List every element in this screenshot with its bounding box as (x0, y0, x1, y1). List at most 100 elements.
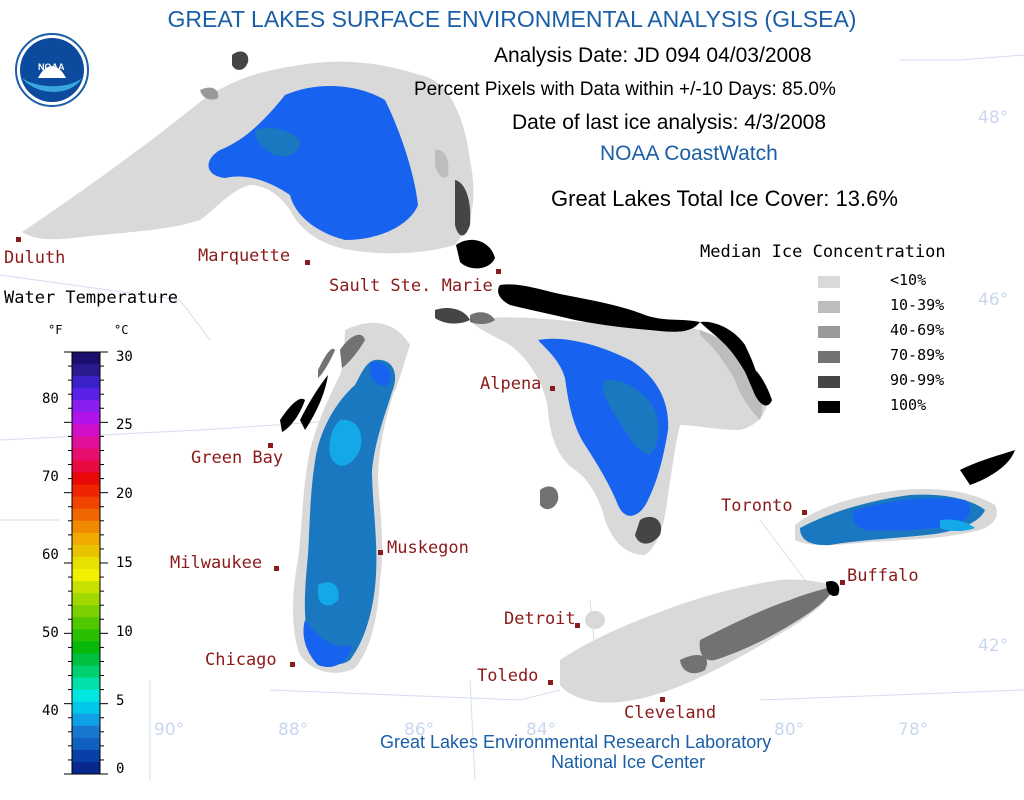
city-label-marquette: Marquette (198, 246, 291, 266)
total-ice-cover: Great Lakes Total Ice Cover: 13.6% (551, 186, 898, 211)
noaa-logo-text: NOAA (38, 62, 65, 72)
temp-bar-segment (72, 376, 100, 389)
cleveland-marker (660, 697, 665, 702)
ice-legend-swatches (818, 276, 840, 413)
temp-bar-segment (72, 749, 100, 763)
temp-bar-segment (72, 617, 100, 630)
lon-88-label: 88° (278, 720, 309, 740)
lake-erie (560, 579, 840, 703)
coastwatch-label: NOAA CoastWatch (600, 142, 778, 165)
ice-legend-label-6: 100% (890, 396, 927, 414)
lon-78-label: 78° (898, 720, 929, 740)
lon-90-label: 90° (154, 720, 185, 740)
temp-unit-f: °F (48, 323, 63, 337)
temp-f-tick-70: 70 (42, 469, 59, 485)
temp-bar-segment (72, 364, 100, 377)
temp-unit-c: °C (114, 323, 129, 337)
city-label-buffalo: Buffalo (847, 566, 919, 586)
temp-c-tick-10: 10 (116, 624, 133, 640)
lon-80-label: 80° (774, 720, 805, 740)
temp-bar-segment (72, 689, 100, 703)
temp-bar-segment (72, 725, 100, 739)
temp-bar-segment (72, 605, 100, 618)
temp-c-tick-25: 25 (116, 417, 133, 433)
city-label-detroit: Detroit (504, 609, 576, 629)
ice-legend-swatch (818, 351, 840, 363)
temp-f-tick-60: 60 (42, 547, 59, 563)
lat-46-label: 46° (978, 290, 1009, 310)
temp-bar-segment (72, 737, 100, 751)
city-label-milwaukee: Milwaukee (170, 553, 263, 573)
temp-c-tick-5: 5 (116, 693, 125, 709)
temp-bar-segment (72, 520, 100, 534)
city-label-muskegon: Muskegon (387, 538, 469, 558)
city-label-sault: Sault Ste. Marie (329, 276, 493, 296)
lake-michigan (280, 322, 410, 673)
temp-bar-segment (72, 496, 100, 510)
temp-bar-segment (72, 593, 100, 606)
temp-bar-segment (72, 484, 100, 498)
lon-84-label: 84° (526, 720, 557, 740)
ice-legend-swatch (818, 401, 840, 413)
footer-nic: National Ice Center (551, 752, 706, 772)
marquette-marker (305, 260, 310, 265)
temp-bar-segment (72, 665, 100, 679)
milwaukee-marker (274, 566, 279, 571)
temp-bar-segment (72, 629, 100, 642)
city-label-toledo: Toledo (477, 666, 539, 686)
ice-legend-label-2: 10-39% (890, 296, 945, 314)
temp-f-tick-40: 40 (42, 703, 59, 719)
ice-legend-label-3: 40-69% (890, 321, 945, 339)
ice-legend-swatch (818, 376, 840, 388)
map-title: GREAT LAKES SURFACE ENVIRONMENTAL ANALYS… (167, 6, 857, 32)
north-channel-ice (435, 284, 759, 395)
lake-huron (470, 312, 772, 555)
city-label-toronto: Toronto (721, 496, 793, 516)
temp-f-tick-80: 80 (42, 391, 59, 407)
ice-legend-label-5: 90-99% (890, 371, 945, 389)
temp-bar-segment (72, 532, 100, 546)
city-label-duluth: Duluth (4, 248, 66, 268)
temp-bar-segment (72, 677, 100, 691)
temp-bar-segment (72, 388, 100, 401)
last-ice-analysis: Date of last ice analysis: 4/3/2008 (512, 111, 827, 134)
temp-c-tick-30: 30 (116, 349, 133, 365)
temp-bar-segment (72, 508, 100, 522)
lake-ontario (795, 450, 1015, 546)
noaa-logo (15, 33, 89, 107)
lake-superior (22, 51, 495, 269)
ice-legend-swatch (818, 301, 840, 313)
temp-f-tick-50: 50 (42, 625, 59, 641)
temp-bar-segment (72, 424, 100, 437)
temp-bar-segment (72, 641, 100, 654)
temp-bar-segment (72, 460, 100, 474)
lat-42-label: 42° (978, 636, 1009, 656)
temp-bar-segment (72, 556, 100, 570)
temp-bar-segment (72, 352, 100, 365)
temp-bar-segment (72, 581, 100, 594)
temp-bar-segment (72, 400, 100, 413)
lat-48-label: 48° (978, 108, 1009, 128)
green-bay-marker (268, 443, 273, 448)
toledo-marker (548, 680, 553, 685)
city-label-chicago: Chicago (205, 650, 277, 670)
footer-glerl: Great Lakes Environmental Research Labor… (380, 732, 772, 752)
city-markers (16, 237, 845, 702)
temp-bar-segment (72, 436, 100, 449)
city-label-green-bay: Green Bay (191, 448, 284, 468)
temp-bar-segment (72, 701, 100, 715)
temp-bar-segment (72, 544, 100, 558)
temp-c-tick-15: 15 (116, 555, 133, 571)
muskegon-marker (378, 550, 383, 555)
buffalo-marker (840, 580, 845, 585)
temp-bar-segment (72, 412, 100, 425)
temp-bar-segment (72, 653, 100, 666)
ice-legend-swatch (818, 326, 840, 338)
city-label-alpena: Alpena (480, 374, 542, 394)
temp-bar-segment (72, 569, 100, 582)
city-label-cleveland: Cleveland (624, 703, 717, 723)
ice-legend-swatch (818, 276, 840, 288)
analysis-date: Analysis Date: JD 094 04/03/2008 (494, 44, 812, 67)
lon-86-label: 86° (404, 720, 435, 740)
